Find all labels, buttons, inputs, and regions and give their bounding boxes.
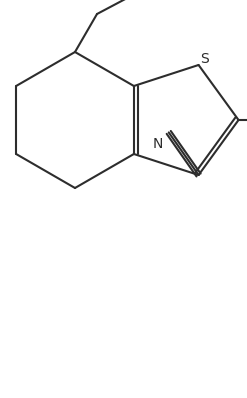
Text: N: N <box>152 137 163 151</box>
Text: S: S <box>201 52 209 66</box>
